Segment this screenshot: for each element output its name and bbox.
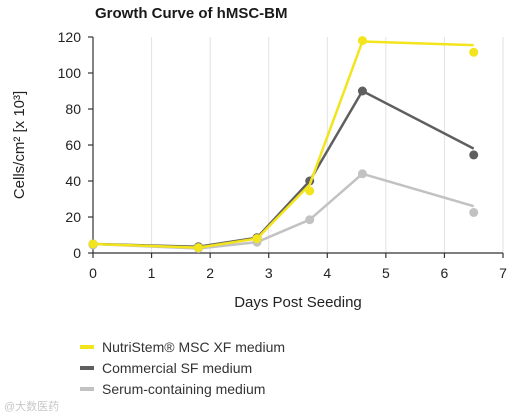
- y-tick-label-4: 80: [65, 101, 81, 117]
- legend-label: Commercial SF medium: [102, 359, 253, 376]
- series-line-2: [92, 40, 474, 249]
- data-point-2-4: [357, 36, 367, 46]
- growth-chart: Growth Curve of hMSC-BM 0204060801001200…: [11, 5, 507, 311]
- legend-item-commercial-sf: Commercial SF medium: [80, 357, 285, 378]
- data-point-1-4: [357, 86, 367, 96]
- x-tick-label-3: 3: [265, 265, 273, 281]
- legend-swatch-serum: [80, 386, 94, 391]
- legend: NutriStem® MSC XF medium Commercial SF m…: [80, 336, 285, 399]
- legend-label: NutriStem® MSC XF medium: [102, 338, 286, 355]
- x-axis-label: Days Post Seeding: [234, 294, 362, 311]
- y-tick-label-0: 0: [73, 245, 81, 261]
- y-tick-label-2: 40: [65, 173, 81, 189]
- x-tick-label-4: 4: [323, 265, 331, 281]
- x-tick-label-6: 6: [441, 265, 449, 281]
- legend-label: Serum-containing medium: [102, 380, 266, 397]
- tick-labels: 0 20 40 60 80 100 120 0 1 2 3 4 5 6 7: [58, 29, 507, 281]
- data-point-0-5: [469, 208, 479, 217]
- data-point-2-0: [88, 239, 98, 249]
- x-tick-label-7: 7: [499, 265, 507, 281]
- watermark: @大数医药: [4, 401, 60, 413]
- y-tick-label-5: 100: [58, 65, 82, 81]
- series-line-1: [92, 89, 475, 248]
- legend-swatch-nutristem: [80, 344, 94, 349]
- data-point-1-5: [469, 150, 479, 160]
- data-point-2-1: [193, 243, 203, 253]
- data-point-0-3: [305, 215, 315, 225]
- legend-swatch-commercial-sf: [80, 365, 94, 370]
- data-point-2-3: [305, 186, 315, 196]
- y-axis-label: Cells/cm² [x 10³]: [11, 91, 28, 199]
- x-tick-label-0: 0: [89, 265, 97, 281]
- data-point-0-4: [357, 169, 367, 179]
- chart-title: Growth Curve of hMSC-BM: [95, 5, 288, 22]
- y-tick-label-6: 120: [58, 29, 82, 45]
- y-tick-label-3: 60: [65, 137, 81, 153]
- x-tick-label-5: 5: [382, 265, 390, 281]
- x-tick-label-2: 2: [206, 265, 214, 281]
- y-tick-label-1: 20: [65, 209, 81, 225]
- data-point-2-2: [252, 234, 262, 244]
- grid-lines: [92, 37, 504, 253]
- legend-item-nutristem: NutriStem® MSC XF medium: [80, 336, 285, 357]
- legend-item-serum: Serum-containing medium: [80, 378, 285, 399]
- series-layer: [88, 36, 479, 253]
- series-2: [88, 36, 479, 253]
- series-1: [88, 86, 479, 252]
- x-tick-label-1: 1: [148, 265, 156, 281]
- axes: [88, 36, 504, 258]
- data-point-2-5: [469, 47, 479, 57]
